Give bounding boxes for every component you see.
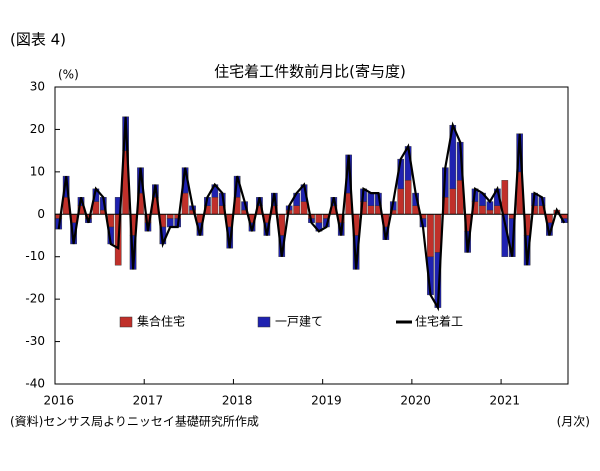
y-tick-label: -20: [25, 292, 45, 306]
legend-label: 住宅着工: [415, 314, 463, 329]
x-tick-label: 2016: [43, 394, 74, 408]
x-tick-label: 2021: [490, 394, 521, 408]
x-axis-label: (月次): [557, 415, 590, 429]
legend-swatch: [119, 316, 133, 328]
legend-label: 集合住宅: [137, 314, 185, 329]
bar: [181, 192, 189, 215]
bar: [211, 197, 219, 215]
bar: [367, 192, 375, 206]
y-tick-label: -40: [25, 377, 45, 391]
bar: [293, 205, 300, 215]
chart-title: 住宅着工件数前月比(寄与度): [214, 63, 406, 81]
bar: [397, 188, 405, 215]
y-tick-label: -30: [25, 334, 45, 348]
x-tick-label: 2020: [400, 394, 431, 408]
bar: [404, 180, 412, 215]
y-tick-label: 20: [30, 122, 45, 136]
bar: [427, 214, 434, 257]
bar: [449, 188, 457, 215]
source: (資料)センサス局よりニッセイ基礎研究所作成: [10, 414, 259, 429]
x-tick-label: 2019: [311, 394, 342, 408]
y-tick-label: -10: [25, 249, 45, 263]
y-axis-label: (%): [58, 68, 79, 82]
bar: [367, 205, 375, 215]
legend-label: 一戸建て: [275, 315, 323, 329]
legend-swatch: [257, 316, 271, 328]
x-tick-label: 2017: [133, 394, 164, 408]
y-tick-label: 10: [30, 164, 45, 178]
bar: [166, 218, 174, 228]
bar: [479, 205, 486, 215]
y-tick-label: 0: [37, 207, 45, 221]
bar: [300, 201, 308, 215]
bar: [315, 214, 323, 223]
bar: [486, 209, 494, 215]
line: [57, 116, 566, 312]
x-tick-label: 2018: [222, 394, 253, 408]
plot-frame: [54, 86, 569, 385]
bar: [166, 214, 174, 219]
bar: [494, 205, 501, 215]
figure-label: (図表 4): [10, 31, 66, 49]
y-tick-label: 30: [30, 80, 45, 94]
